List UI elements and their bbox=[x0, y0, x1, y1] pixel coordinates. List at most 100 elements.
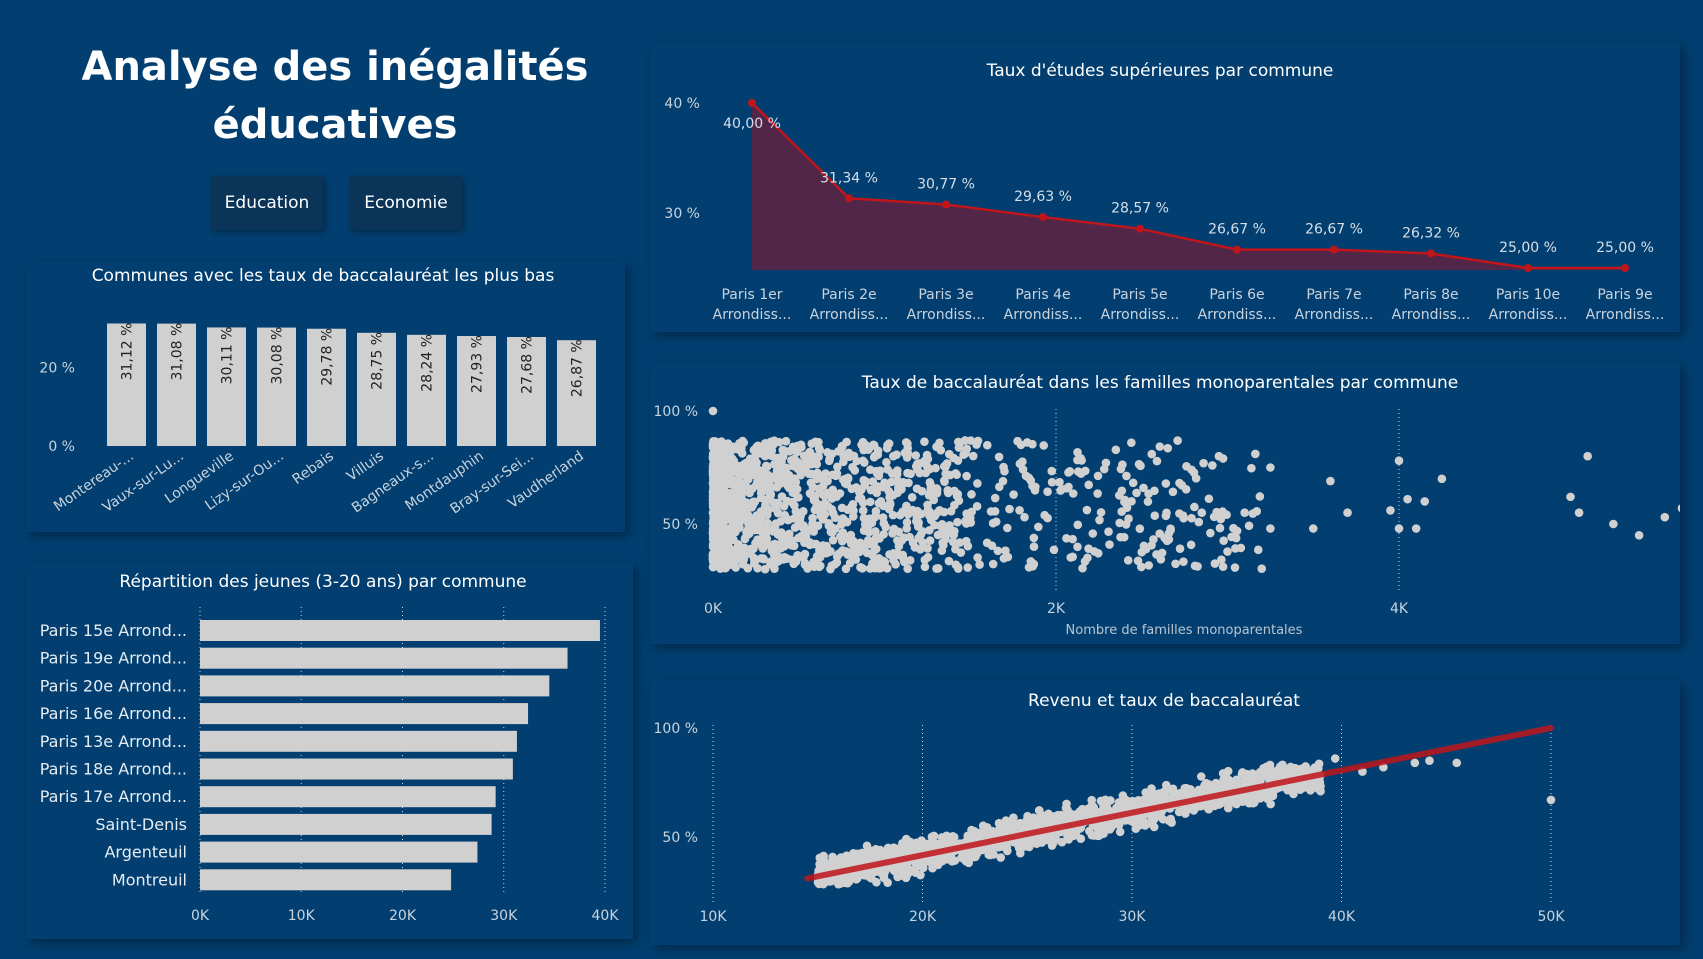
single-parent-point bbox=[1634, 531, 1644, 540]
bac-low-bar bbox=[107, 323, 146, 446]
higher-ed-xtick-line2: Arrondiss... bbox=[1295, 307, 1374, 323]
single-parent-point bbox=[1150, 486, 1159, 496]
single-parent-point bbox=[1253, 545, 1263, 555]
income-point bbox=[1274, 765, 1283, 775]
single-parent-point bbox=[900, 448, 910, 458]
single-parent-point bbox=[946, 506, 956, 516]
bac-low-xtick: Villuis bbox=[344, 448, 387, 485]
higher-ed-point bbox=[942, 200, 950, 209]
higher-ed-point bbox=[1427, 249, 1435, 258]
single-parent-point bbox=[753, 477, 762, 486]
single-parent-point bbox=[833, 462, 842, 472]
income-point bbox=[943, 832, 952, 841]
single-parent-point bbox=[1677, 504, 1680, 512]
higher-ed-xtick: Paris 2e bbox=[821, 287, 876, 303]
income-point bbox=[912, 862, 922, 871]
single-parent-point bbox=[1186, 540, 1196, 550]
single-parent-point bbox=[848, 462, 857, 472]
single-parent-point bbox=[932, 564, 941, 573]
single-parent-point bbox=[1135, 524, 1145, 533]
income-xtick: 50K bbox=[1538, 909, 1566, 925]
single-parent-point bbox=[741, 533, 750, 543]
economie-nav-button[interactable]: Economie bbox=[350, 176, 462, 230]
single-parent-point bbox=[873, 446, 883, 455]
single-parent-point bbox=[1096, 508, 1106, 517]
single-parent-point bbox=[903, 439, 912, 448]
single-parent-point bbox=[882, 564, 892, 573]
single-parent-point bbox=[781, 436, 791, 446]
single-parent-point bbox=[1162, 508, 1171, 518]
youth-category-label: Paris 13e Arrond... bbox=[40, 732, 187, 751]
single-parent-point bbox=[922, 450, 932, 460]
single-parent-point bbox=[1084, 480, 1094, 490]
income-point bbox=[1097, 829, 1106, 839]
single-parent-point bbox=[975, 560, 984, 569]
higher-ed-xtick: Paris 10e bbox=[1496, 287, 1560, 303]
higher-ed-point bbox=[1233, 245, 1241, 254]
higher-ed-chart-panel: Taux d'études supérieures par commune 40… bbox=[650, 42, 1680, 332]
single-parent-point bbox=[777, 492, 787, 501]
single-parent-point bbox=[995, 482, 1004, 492]
income-point bbox=[1287, 766, 1296, 776]
bac-low-bar bbox=[407, 334, 446, 446]
single-parent-point bbox=[901, 504, 911, 513]
single-parent-point bbox=[1175, 509, 1184, 518]
single-parent-point bbox=[1122, 471, 1131, 481]
single-parent-point bbox=[911, 451, 921, 460]
single-parent-point bbox=[781, 476, 791, 486]
income-point bbox=[1300, 763, 1310, 772]
single-parent-point bbox=[1082, 505, 1092, 515]
single-parent-point bbox=[1163, 443, 1173, 453]
single-parent-point bbox=[874, 554, 884, 563]
bac-low-bar bbox=[457, 336, 496, 446]
single-parent-point bbox=[1028, 562, 1038, 571]
single-parent-point bbox=[1043, 513, 1052, 523]
income-point bbox=[1546, 795, 1556, 805]
higher-ed-data-label: 25,00 % bbox=[1499, 240, 1557, 256]
higher-ed-xtick-line2: Arrondiss... bbox=[1198, 307, 1277, 323]
single-parent-point bbox=[1030, 486, 1040, 495]
single-parent-point bbox=[1128, 478, 1138, 488]
single-parent-point bbox=[827, 494, 837, 503]
income-point bbox=[1263, 772, 1273, 782]
single-parent-ytick: 100 % bbox=[654, 404, 698, 420]
youth-xtick: 40K bbox=[592, 908, 620, 924]
single-parent-point bbox=[982, 538, 992, 548]
income-point bbox=[1045, 813, 1054, 823]
single-parent-point bbox=[1141, 544, 1151, 554]
single-parent-point bbox=[1230, 563, 1240, 572]
youth-bar bbox=[200, 703, 529, 725]
youth-category-label: Montreuil bbox=[112, 870, 187, 889]
income-point bbox=[1056, 814, 1066, 824]
income-point bbox=[1210, 801, 1219, 811]
single-parent-point bbox=[955, 538, 965, 547]
single-parent-point bbox=[1266, 524, 1275, 533]
single-parent-point bbox=[1020, 512, 1029, 522]
single-parent-point bbox=[824, 547, 834, 557]
single-parent-point bbox=[832, 552, 842, 561]
income-point bbox=[839, 857, 849, 867]
single-parent-point bbox=[759, 531, 768, 541]
single-parent-point bbox=[734, 540, 743, 549]
income-point bbox=[1200, 781, 1209, 790]
higher-ed-data-label: 40,00 % bbox=[723, 116, 781, 132]
single-parent-point bbox=[1024, 473, 1034, 483]
single-parent-point bbox=[1437, 474, 1447, 484]
higher-ed-xtick-line2: Arrondiss... bbox=[810, 307, 889, 323]
income-point bbox=[1232, 799, 1241, 809]
education-nav-button[interactable]: Education bbox=[211, 176, 323, 230]
income-point bbox=[876, 850, 886, 860]
single-parent-point bbox=[789, 461, 798, 471]
single-parent-point bbox=[744, 514, 754, 524]
single-parent-point bbox=[1216, 514, 1226, 524]
single-parent-point bbox=[956, 548, 966, 557]
single-parent-point bbox=[1171, 559, 1180, 569]
bac-low-bar bbox=[557, 340, 596, 446]
single-parent-point bbox=[743, 563, 753, 573]
higher-ed-xtick: Paris 7e bbox=[1306, 287, 1361, 303]
higher-ed-data-label: 31,34 % bbox=[820, 170, 878, 186]
higher-ed-xtick-line2: Arrondiss... bbox=[907, 307, 986, 323]
income-point bbox=[1015, 818, 1025, 828]
single-parent-point bbox=[1156, 555, 1166, 564]
income-chart-title: Revenu et taux de baccalauréat bbox=[1028, 691, 1300, 711]
